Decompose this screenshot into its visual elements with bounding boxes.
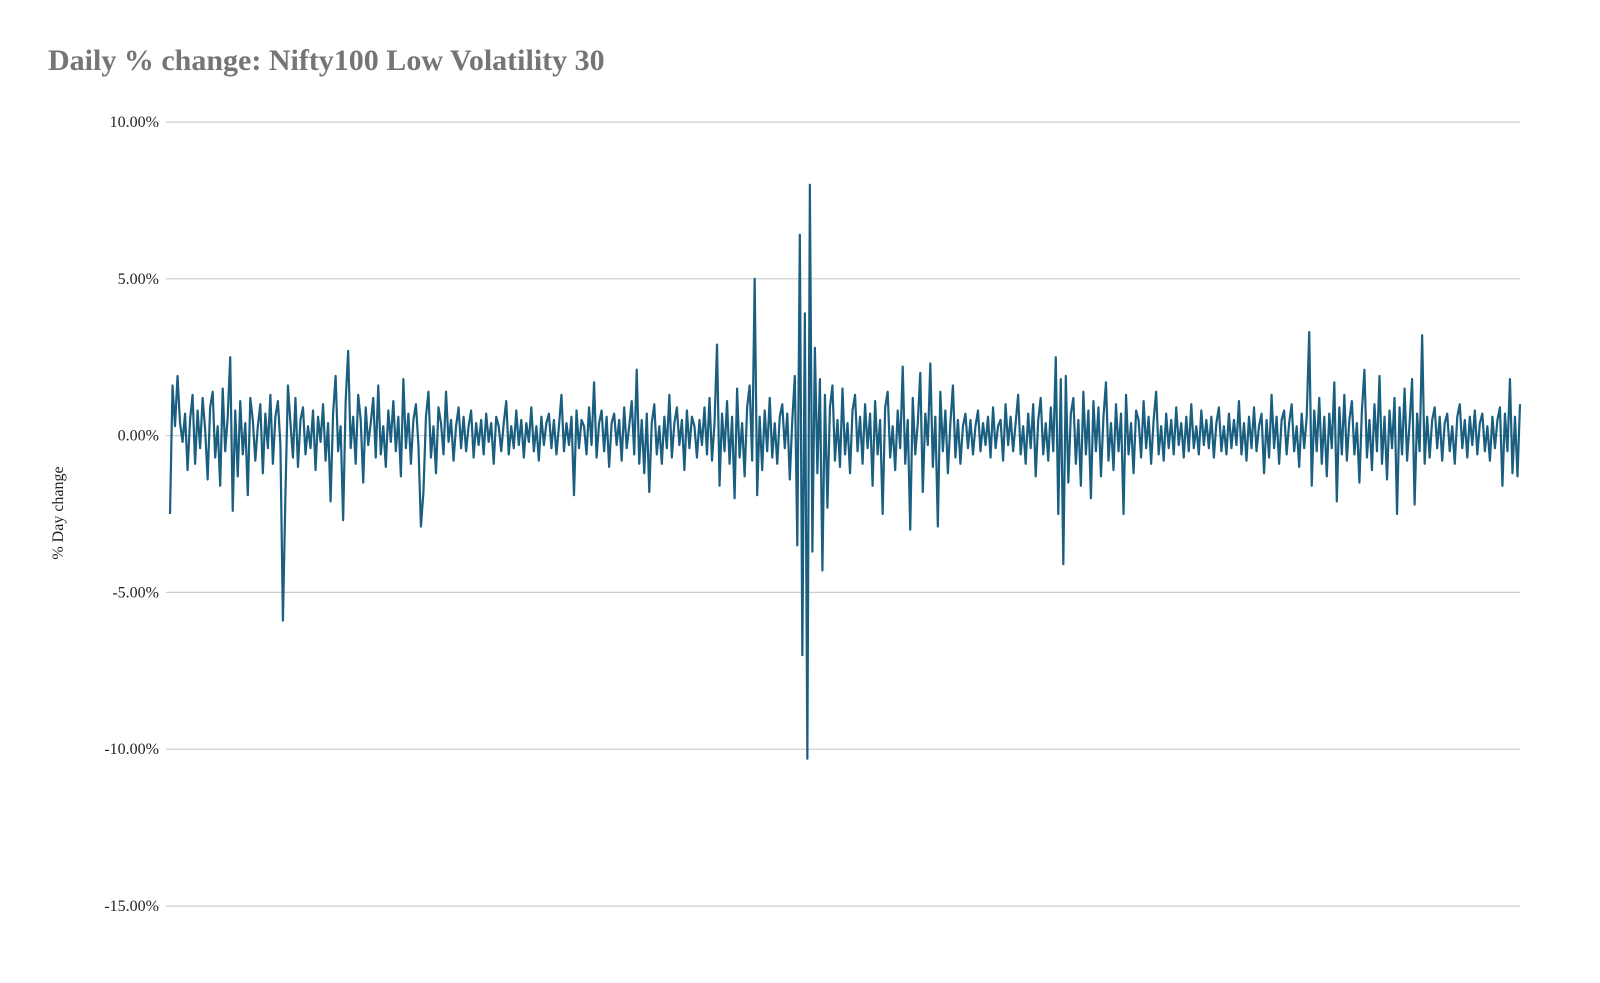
y-tick-label: 0.00%: [118, 428, 159, 445]
y-tick-label: -15.00%: [104, 898, 159, 915]
chart-title: Daily % change: Nifty100 Low Volatility …: [48, 44, 605, 77]
y-tick-label: 10.00%: [110, 114, 159, 131]
y-tick-label: -10.00%: [104, 741, 159, 758]
series-line: [168, 183, 1522, 760]
y-tick-label: 5.00%: [118, 271, 159, 288]
y-tick-label: -5.00%: [112, 584, 159, 601]
